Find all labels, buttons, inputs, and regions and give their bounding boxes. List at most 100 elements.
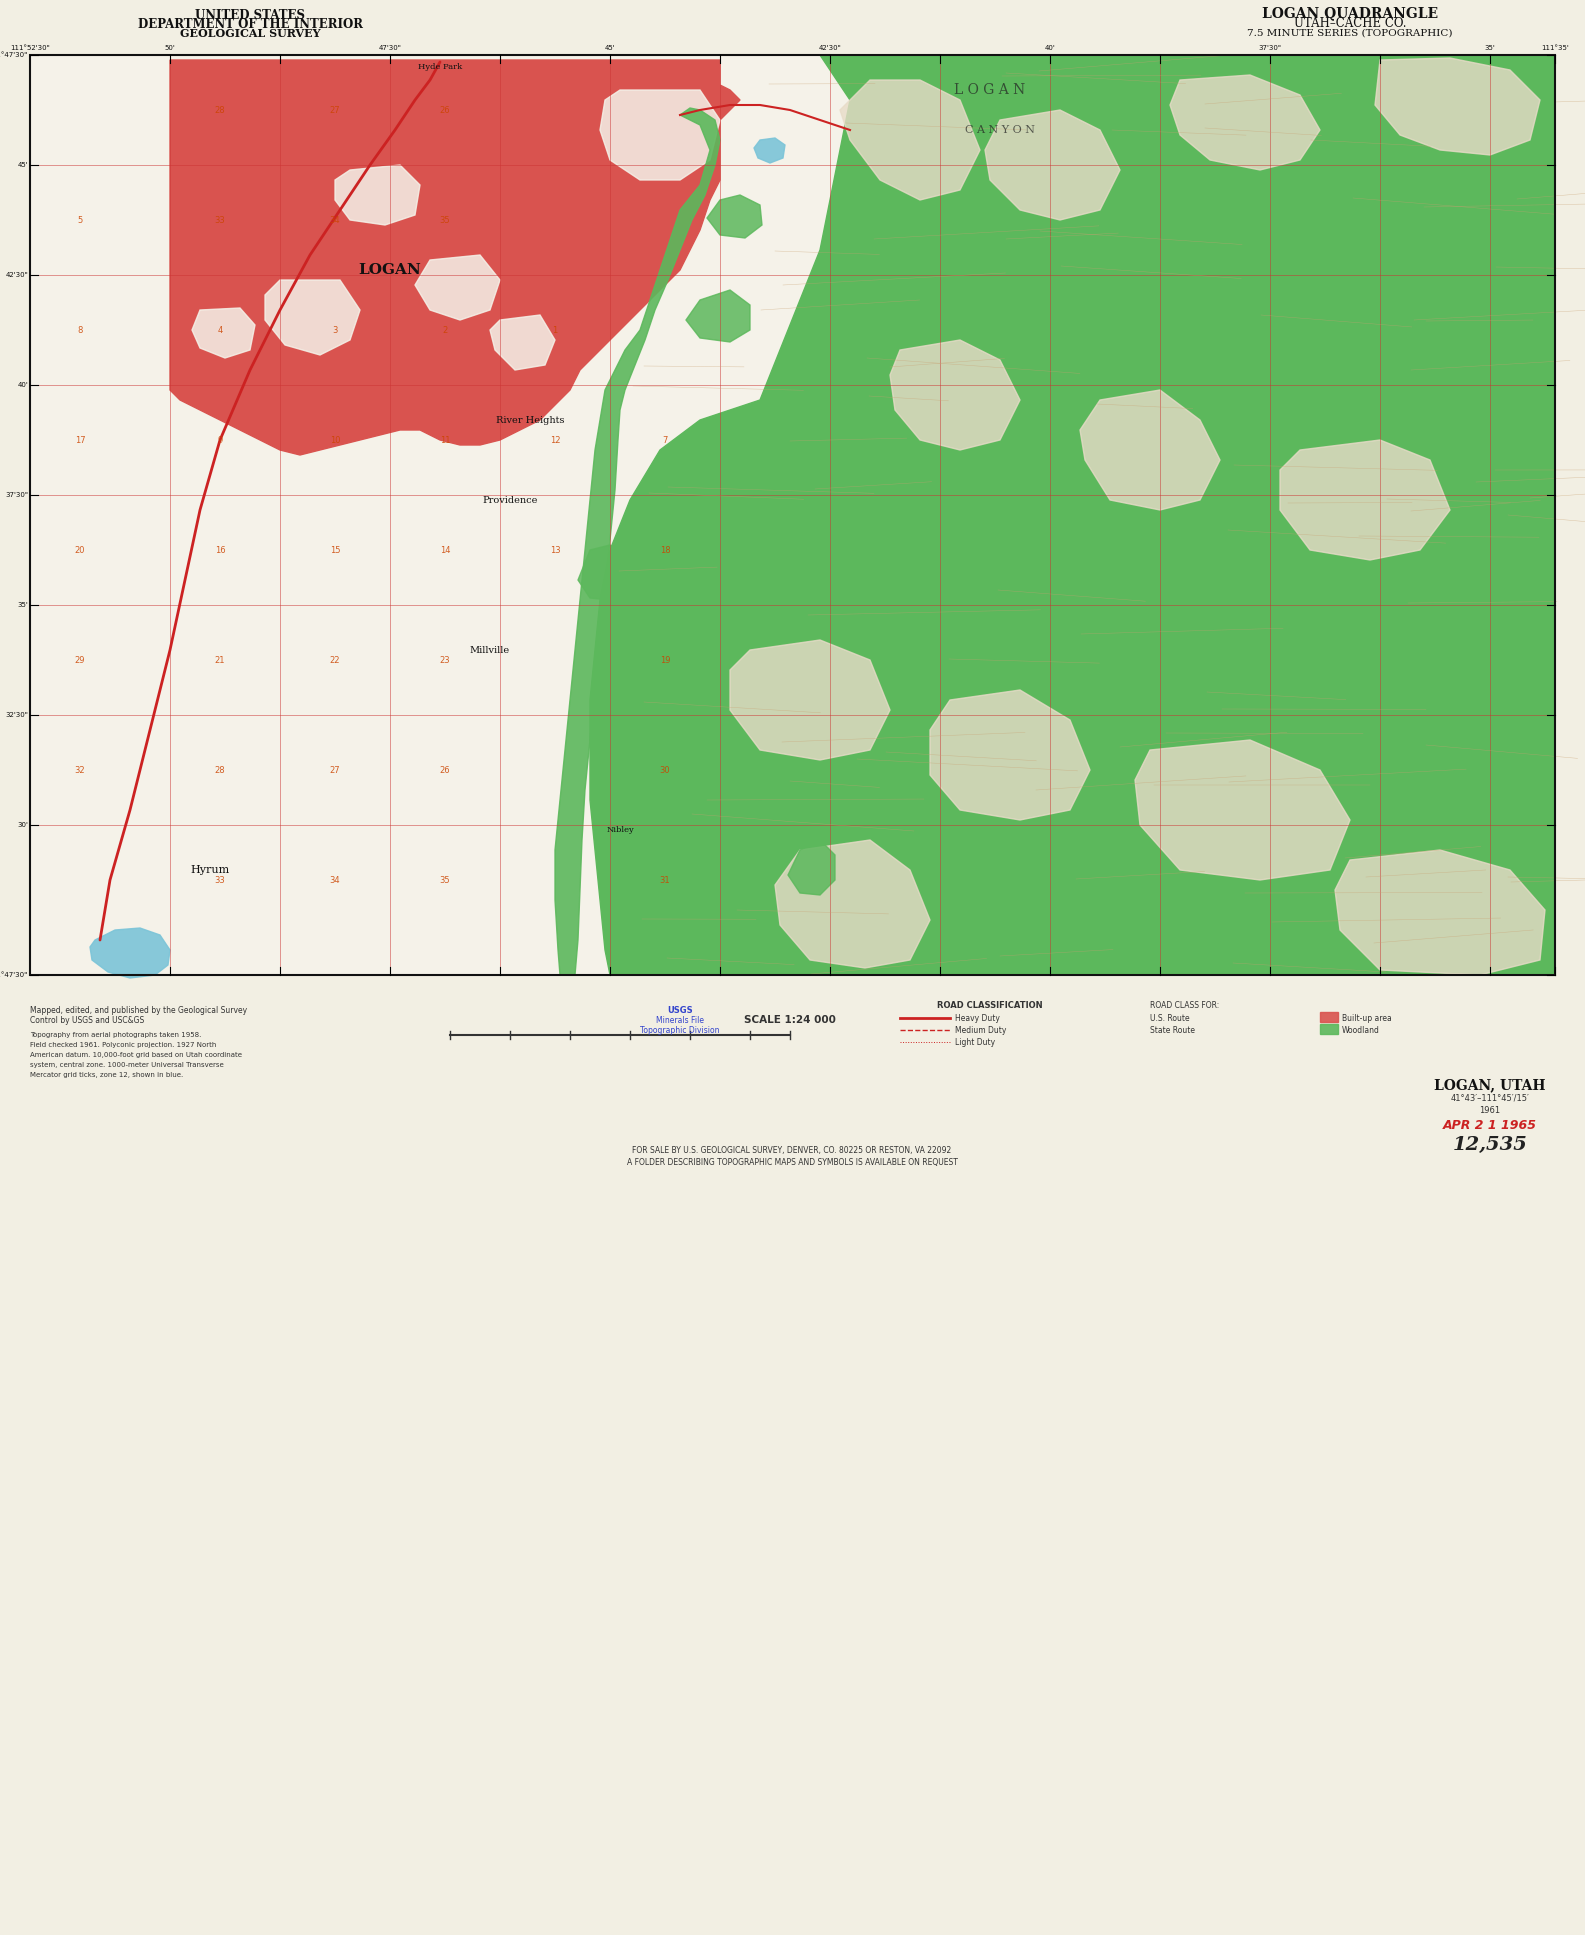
Bar — [30, 54, 1555, 975]
Text: Providence: Providence — [482, 495, 537, 505]
Polygon shape — [686, 290, 750, 342]
Text: 37'30": 37'30" — [1258, 45, 1282, 50]
Text: 16: 16 — [214, 546, 225, 555]
Text: 3: 3 — [333, 325, 338, 335]
Text: 4: 4 — [217, 325, 222, 335]
Text: 40': 40' — [1045, 45, 1056, 50]
Polygon shape — [1170, 75, 1320, 170]
Text: 13: 13 — [550, 546, 561, 555]
Text: 10: 10 — [330, 435, 341, 445]
Text: 33: 33 — [214, 215, 225, 224]
Polygon shape — [1335, 849, 1545, 975]
Text: 42'30": 42'30" — [5, 273, 29, 279]
Polygon shape — [891, 341, 1021, 451]
Polygon shape — [265, 281, 360, 354]
Text: 29: 29 — [74, 656, 86, 664]
Bar — [1320, 1024, 1338, 1033]
Text: 111°52'30": 111°52'30" — [10, 45, 49, 50]
Text: 40': 40' — [17, 381, 29, 389]
Text: 32: 32 — [74, 766, 86, 774]
Text: LOGAN: LOGAN — [358, 263, 422, 277]
Polygon shape — [731, 640, 891, 760]
Polygon shape — [334, 164, 420, 224]
Text: Topography from aerial photographs taken 1958.: Topography from aerial photographs taken… — [30, 1031, 201, 1037]
Polygon shape — [1376, 58, 1541, 155]
Text: 35: 35 — [439, 215, 450, 224]
Text: 15: 15 — [330, 546, 341, 555]
Polygon shape — [754, 137, 785, 163]
Polygon shape — [579, 546, 624, 600]
Text: Hyde Park: Hyde Park — [418, 64, 463, 72]
Text: 27: 27 — [330, 106, 341, 114]
Text: ROAD CLASS FOR:: ROAD CLASS FOR: — [1151, 1000, 1219, 1010]
Polygon shape — [1079, 391, 1220, 511]
Text: LOGAN QUADRANGLE: LOGAN QUADRANGLE — [1262, 6, 1438, 19]
Text: 35': 35' — [17, 602, 29, 608]
Text: 1961: 1961 — [1479, 1105, 1501, 1115]
Polygon shape — [840, 79, 980, 199]
Text: 8: 8 — [78, 325, 82, 335]
Text: USGS: USGS — [667, 1006, 693, 1014]
Text: 30: 30 — [659, 766, 670, 774]
Text: Mercator grid ticks, zone 12, shown in blue.: Mercator grid ticks, zone 12, shown in b… — [30, 1072, 184, 1078]
Text: 111°35': 111°35' — [1541, 45, 1569, 50]
Text: 28: 28 — [214, 106, 225, 114]
Text: 1: 1 — [553, 325, 558, 335]
Polygon shape — [1135, 739, 1350, 880]
Text: Light Duty: Light Duty — [956, 1037, 995, 1047]
Text: 19: 19 — [659, 656, 670, 664]
Text: 20: 20 — [74, 546, 86, 555]
Text: Hyrum: Hyrum — [190, 865, 230, 875]
Text: 22: 22 — [330, 656, 341, 664]
Text: GEOLOGICAL SURVEY: GEOLOGICAL SURVEY — [179, 27, 320, 39]
Text: 14: 14 — [439, 546, 450, 555]
Text: 7.5 MINUTE SERIES (TOPOGRAPHIC): 7.5 MINUTE SERIES (TOPOGRAPHIC) — [1247, 29, 1453, 37]
Text: 32'30": 32'30" — [5, 712, 29, 718]
Text: Topographic Division: Topographic Division — [640, 1026, 720, 1035]
Text: 12,535: 12,535 — [1452, 1136, 1528, 1153]
Text: 35': 35' — [1485, 45, 1495, 50]
Text: 47'30": 47'30" — [379, 45, 401, 50]
Text: American datum. 10,000-foot grid based on Utah coordinate: American datum. 10,000-foot grid based o… — [30, 1053, 243, 1058]
Text: 11: 11 — [439, 435, 450, 445]
Text: 34: 34 — [330, 875, 341, 884]
Text: 41°47'30": 41°47'30" — [0, 52, 29, 58]
Text: UTAH–CACHE CO.: UTAH–CACHE CO. — [1293, 17, 1406, 29]
Polygon shape — [555, 108, 720, 975]
Text: system, central zone. 1000-meter Universal Transverse: system, central zone. 1000-meter Univers… — [30, 1062, 223, 1068]
Polygon shape — [707, 195, 762, 238]
Text: SCALE 1:24 000: SCALE 1:24 000 — [743, 1016, 835, 1026]
Text: 26: 26 — [439, 106, 450, 114]
Text: ROAD CLASSIFICATION: ROAD CLASSIFICATION — [937, 1000, 1043, 1010]
Text: 50': 50' — [165, 45, 176, 50]
Text: 31: 31 — [659, 875, 670, 884]
Text: 45': 45' — [605, 45, 615, 50]
Text: C A N Y O N: C A N Y O N — [965, 126, 1035, 135]
Text: 27: 27 — [330, 766, 341, 774]
Text: Millville: Millville — [469, 646, 510, 654]
Text: Woodland: Woodland — [1342, 1026, 1381, 1035]
Polygon shape — [490, 315, 555, 370]
Polygon shape — [1281, 439, 1450, 559]
Text: DEPARTMENT OF THE INTERIOR: DEPARTMENT OF THE INTERIOR — [138, 17, 363, 31]
Polygon shape — [930, 691, 1090, 820]
Polygon shape — [415, 255, 499, 319]
Text: A FOLDER DESCRIBING TOPOGRAPHIC MAPS AND SYMBOLS IS AVAILABLE ON REQUEST: A FOLDER DESCRIBING TOPOGRAPHIC MAPS AND… — [626, 1157, 957, 1167]
Polygon shape — [775, 840, 930, 968]
Text: 21: 21 — [214, 656, 225, 664]
Text: Heavy Duty: Heavy Duty — [956, 1014, 1000, 1022]
Polygon shape — [170, 60, 740, 455]
Text: 35: 35 — [439, 875, 450, 884]
Bar — [30, 54, 1555, 975]
Text: 28: 28 — [214, 766, 225, 774]
Text: 12: 12 — [550, 435, 560, 445]
Text: 9: 9 — [217, 435, 222, 445]
Text: 45': 45' — [17, 163, 29, 168]
Text: APR 2 1 1965: APR 2 1 1965 — [1442, 1118, 1537, 1132]
Text: U.S. Route: U.S. Route — [1151, 1014, 1190, 1022]
Text: L O G A N: L O G A N — [954, 83, 1025, 97]
Polygon shape — [590, 54, 1555, 975]
Text: 30': 30' — [17, 822, 29, 828]
Text: Built-up area: Built-up area — [1342, 1014, 1392, 1022]
Text: LOGAN, UTAH: LOGAN, UTAH — [1434, 1078, 1545, 1091]
